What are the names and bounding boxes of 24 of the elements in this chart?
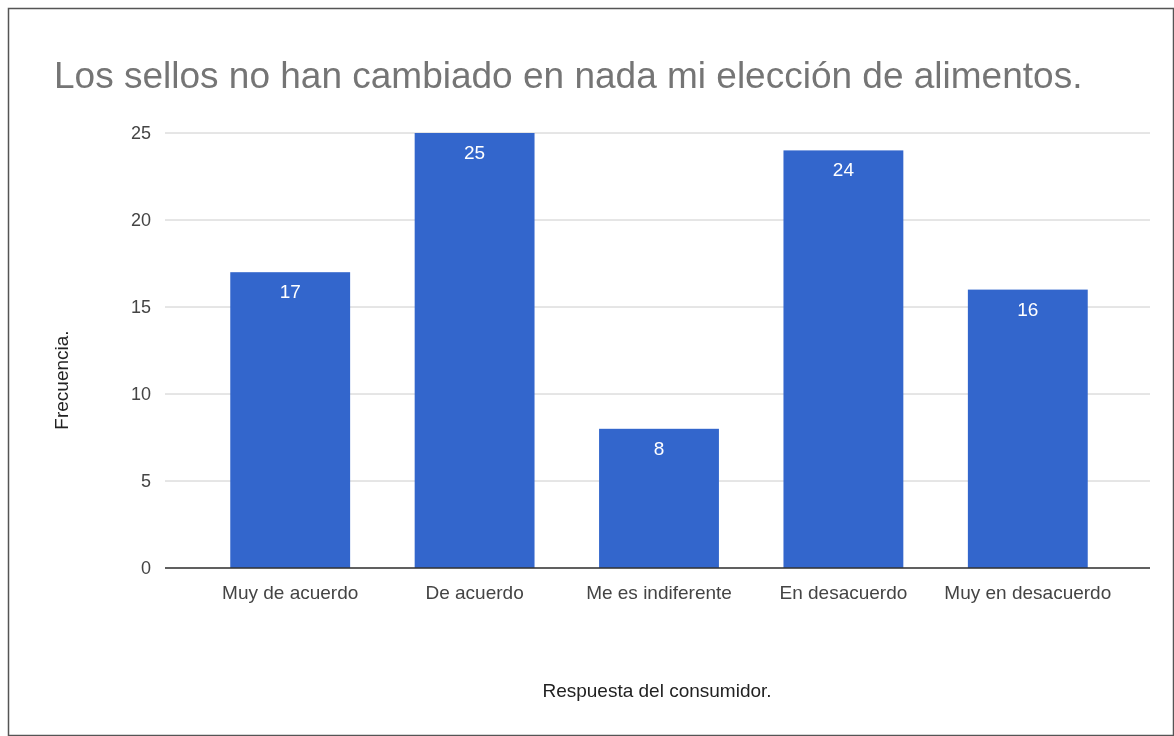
data-label: 24 — [832, 159, 855, 181]
bar — [230, 272, 351, 568]
bar — [967, 289, 1088, 568]
y-tick-label: 0 — [140, 558, 151, 579]
data-label: 25 — [464, 142, 486, 163]
bar — [599, 428, 719, 568]
y-tick-label: 15 — [130, 297, 151, 318]
chart-title: Los sellos no han cambiado en nada mi elección de alimentos. — [54, 55, 1083, 96]
x-tick-label: Muy de acuerdo — [222, 582, 359, 604]
x-tick-label: Muy en desacuerdo — [944, 582, 1112, 604]
y-tick-label: 5 — [140, 471, 151, 492]
x-tick-label: Me es indiferente — [586, 582, 732, 604]
x-tick-label: En desacuerdo — [779, 582, 908, 604]
data-label: 17 — [279, 281, 301, 303]
data-label: 8 — [653, 437, 665, 459]
data-label: 16 — [1017, 298, 1039, 320]
x-tick-label: De acuerdo — [425, 582, 524, 604]
y-axis-title: Frecuencia. — [51, 330, 72, 430]
bar — [783, 150, 904, 568]
y-tick-label: 25 — [130, 123, 151, 144]
y-tick-label: 20 — [130, 210, 151, 231]
bar — [414, 133, 535, 568]
y-tick-label: 10 — [130, 384, 151, 405]
x-axis-title: Respuesta del consumidor. — [542, 680, 772, 701]
